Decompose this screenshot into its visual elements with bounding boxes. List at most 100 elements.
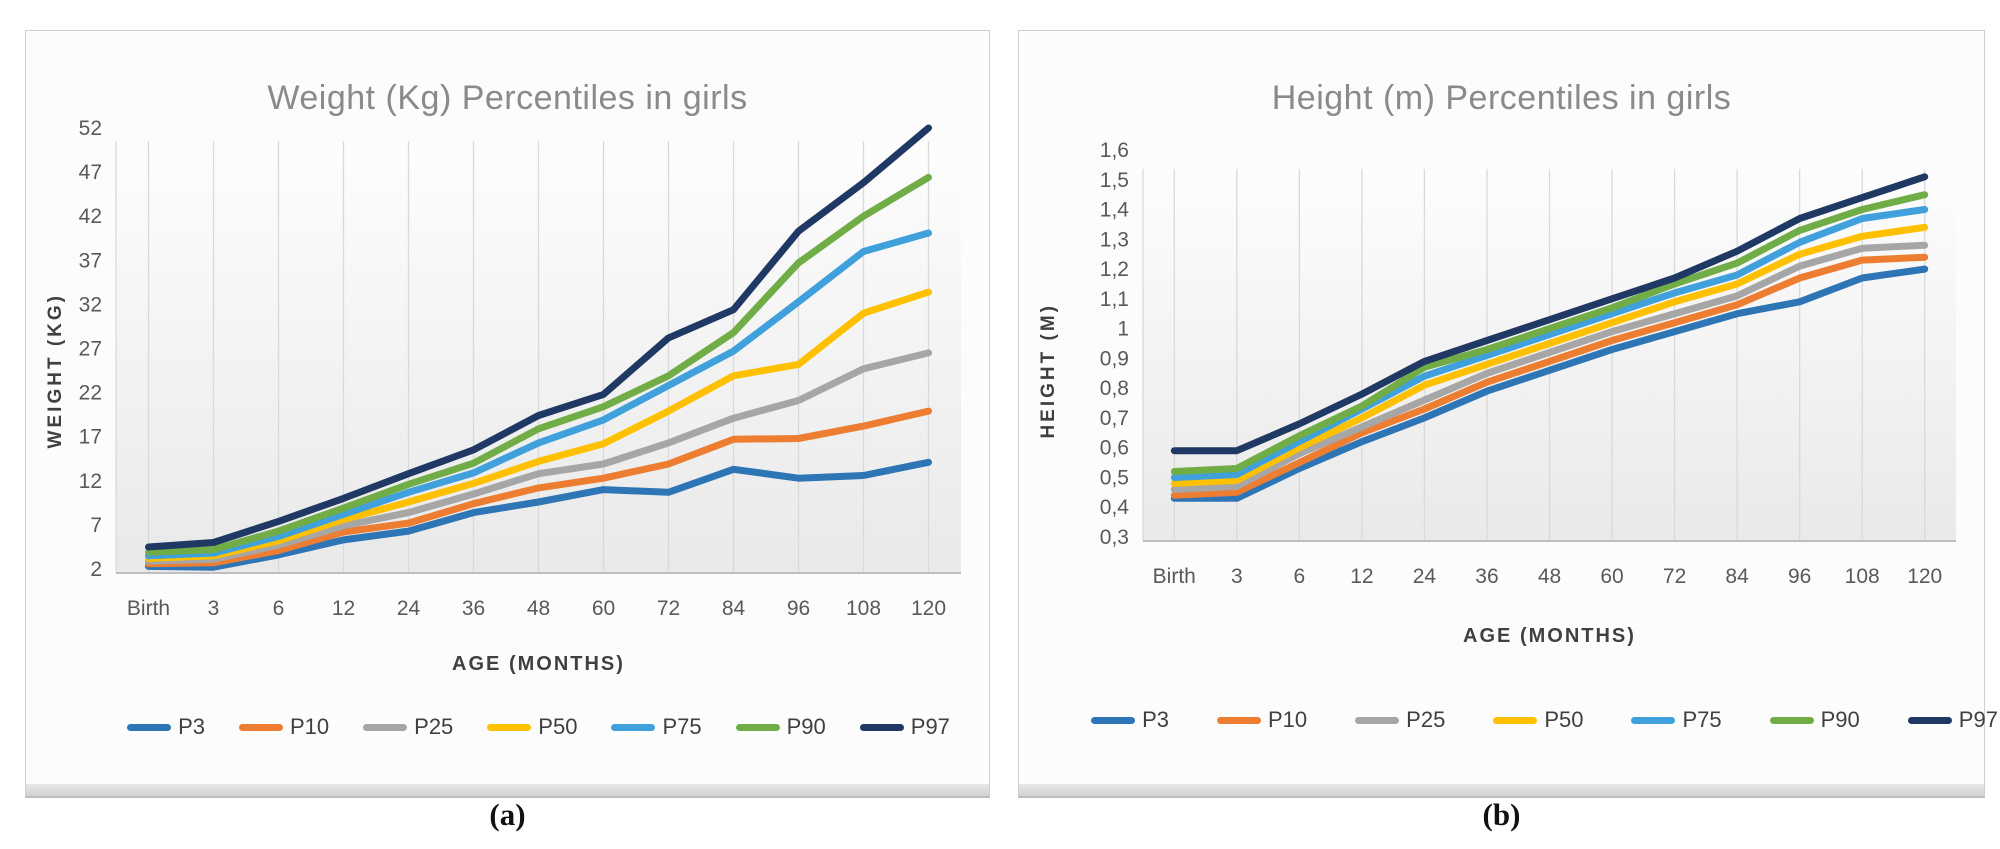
legend-item-P75: P75 [611, 714, 702, 740]
y-tick-label: 47 [79, 161, 102, 184]
y-tick-label: 12 [79, 470, 102, 493]
x-tick-label: 48 [527, 597, 550, 620]
x-tick-label: 96 [1788, 565, 1811, 588]
series-line-P75 [145, 229, 932, 560]
caption-b: (b) [1482, 797, 1521, 832]
x-tick-label: 24 [1413, 565, 1437, 588]
height-x-axis-title: AGE (MONTHS) [1463, 625, 1636, 647]
x-tick-label: 3 [208, 597, 220, 620]
height-legend: P3 P10 P25 P50 P75 P90 P97 [1091, 707, 1998, 733]
y-tick-label: 37 [79, 249, 102, 272]
legend-swatch-P50 [487, 723, 532, 731]
y-tick-label: 0,3 [1100, 526, 1129, 549]
panel-bottom-band [1019, 784, 1984, 796]
weight-chart-panel: 52 47 42 37 32 27 22 17 12 7 2 Birth 3 6 12 24 36 48 60 72 8… [25, 30, 990, 798]
legend-swatch-P3 [127, 723, 172, 731]
legend-label: P10 [289, 714, 330, 739]
height-chart-panel: 1,6 1,5 1,4 1,3 1,2 1,1 1 0,9 0,8 0,7 0,6 0,5 0,4 0,3… [1018, 30, 1998, 798]
x-tick-label: 120 [1907, 565, 1942, 588]
y-tick-label: 0,4 [1100, 496, 1130, 519]
legend-item-P10: P10 [238, 714, 330, 740]
y-tick-label: 1 [1117, 318, 1129, 341]
x-tick-label: Birth [127, 597, 170, 620]
legend-label: P50 [1544, 707, 1584, 732]
y-tick-label: 0,6 [1100, 437, 1129, 460]
x-tick-label: 3 [1231, 565, 1243, 588]
x-tick-label: 6 [273, 597, 285, 620]
legend-swatch-P75 [611, 723, 656, 731]
height-chart-title: Height (m) Percentiles in girls [1271, 79, 1732, 117]
legend-item-P25: P25 [363, 714, 453, 740]
x-tick-label: 12 [1350, 565, 1373, 588]
y-tick-label: 1,6 [1100, 139, 1129, 162]
legend-label: P90 [1820, 707, 1860, 732]
height-y-axis-title-wrap: HEIGHT (M) [1025, 161, 1073, 581]
legend-swatch-P50 [1493, 716, 1538, 724]
legend-swatch-P90 [735, 723, 780, 731]
y-tick-label: 17 [79, 426, 102, 449]
weight-chart-title: Weight (Kg) Percentiles in girls [267, 79, 748, 117]
legend-label: P25 [1406, 707, 1446, 732]
series-line-P90 [145, 173, 932, 556]
legend-label: P3 [1142, 707, 1169, 732]
legend-swatch-P3 [1091, 716, 1136, 724]
legend-item-P25: P25 [1355, 707, 1445, 733]
series-line-P75 [1170, 206, 1929, 481]
legend-item-P97: P97 [859, 714, 950, 740]
panel-bottom-band [26, 784, 989, 796]
legend-item-P10: P10 [1217, 707, 1307, 733]
series-line-P3 [1170, 265, 1929, 502]
y-tick-label: 1,1 [1100, 288, 1129, 311]
legend-swatch-P97 [1907, 716, 1952, 724]
legend-label: P50 [538, 714, 578, 739]
weight-legend: P3 P10 P25 P50 P75 P90 P97 [116, 714, 961, 740]
y-tick-label: 1,5 [1100, 169, 1129, 192]
x-tick-label: 84 [722, 597, 746, 620]
y-tick-label: 22 [79, 382, 102, 405]
y-tick-label: 0,7 [1100, 407, 1129, 430]
legend-item-P50: P50 [1493, 707, 1583, 733]
y-tick-label: 7 [90, 514, 102, 537]
legend-label: P90 [786, 714, 826, 739]
y-tick-label: 0,9 [1100, 347, 1129, 370]
legend-item-P50: P50 [487, 714, 577, 740]
y-tick-label: 1,2 [1100, 258, 1129, 281]
legend-swatch-P10 [238, 723, 283, 731]
x-tick-label: 72 [1663, 565, 1686, 588]
x-tick-label: 96 [787, 597, 810, 620]
y-tick-label: 52 [79, 117, 102, 140]
legend-item-P3: P3 [1091, 707, 1169, 733]
weight-y-axis-title-wrap: WEIGHT (KG) [32, 161, 80, 581]
legend-item-P75: P75 [1631, 707, 1722, 733]
legend-item-P3: P3 [127, 714, 205, 740]
x-tick-label: 60 [592, 597, 615, 620]
y-tick-label: 1,4 [1100, 199, 1130, 222]
legend-label: P25 [414, 714, 454, 739]
legend-swatch-P75 [1631, 716, 1676, 724]
series-line-P25 [145, 349, 932, 565]
x-tick-label: 108 [1845, 565, 1880, 588]
height-plot-area: 1,6 1,5 1,4 1,3 1,2 1,1 1 0,9 0,8 0,7 0,6 0,5 0,4 0,3… [1100, 139, 1956, 588]
x-tick-label: 120 [911, 597, 946, 620]
legend-swatch-P25 [1355, 716, 1400, 724]
x-tick-label: 6 [1294, 565, 1306, 588]
legend-item-P97: P97 [1907, 707, 1998, 733]
x-tick-label: 84 [1725, 565, 1749, 588]
y-tick-label: 42 [79, 205, 102, 228]
y-tick-label: 32 [79, 293, 102, 316]
legend-label: P75 [662, 714, 702, 739]
x-tick-label: 72 [657, 597, 680, 620]
series-line-P97 [145, 124, 932, 551]
legend-swatch-P97 [859, 723, 904, 731]
y-tick-label: 2 [90, 558, 102, 581]
legend-item-P90: P90 [1769, 707, 1860, 733]
weight-x-axis-title: AGE (MONTHS) [452, 653, 625, 675]
legend-label: P97 [910, 714, 950, 739]
legend-swatch-P25 [363, 723, 408, 731]
series-line-P10 [145, 407, 932, 568]
x-tick-label: 24 [397, 597, 421, 620]
x-tick-label: 36 [1475, 565, 1498, 588]
series-line-P97 [1170, 173, 1929, 455]
legend-label: P10 [1268, 707, 1308, 732]
